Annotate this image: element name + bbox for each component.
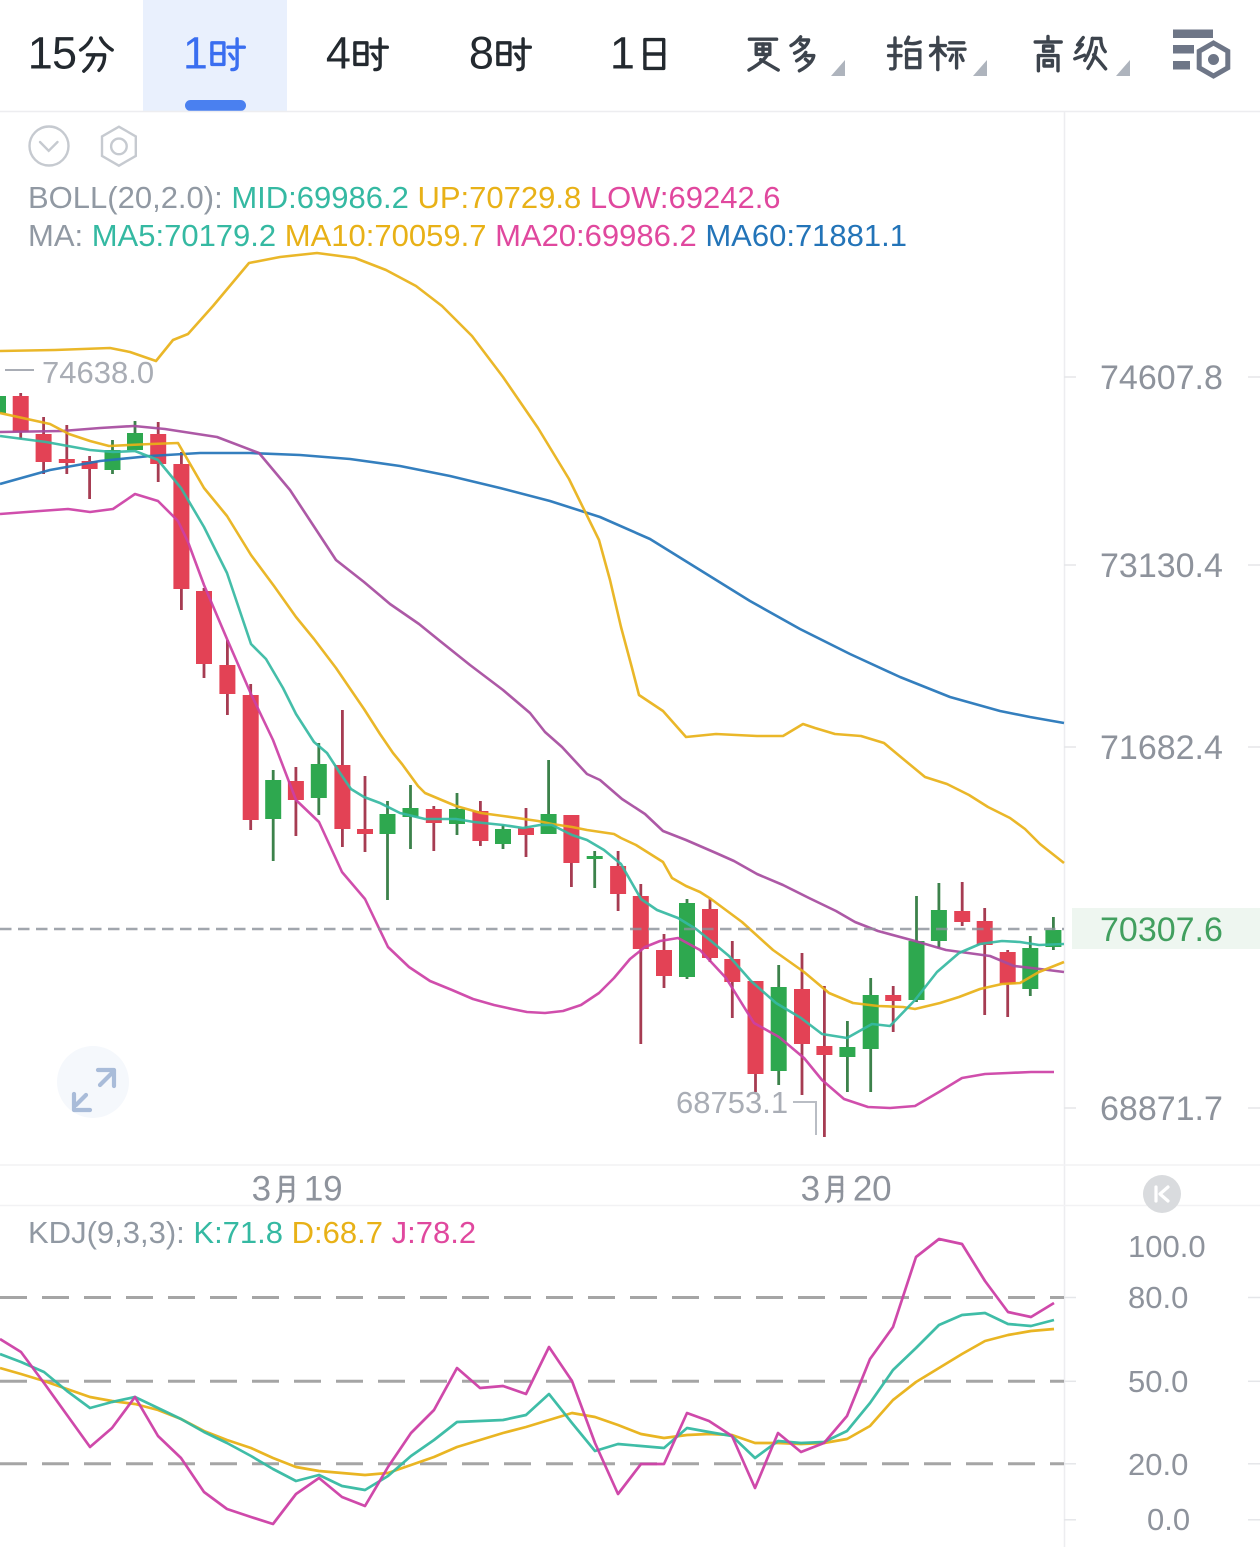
- svg-text:KDJ(9,3,3): K:71.8 D:68.7 J:78: KDJ(9,3,3): K:71.8 D:68.7 J:78.2: [28, 1215, 476, 1250]
- svg-text:70307.6: 70307.6: [1100, 911, 1223, 949]
- svg-text:1: 1: [183, 27, 208, 78]
- svg-text:68871.7: 68871.7: [1100, 1090, 1223, 1128]
- svg-text:0: 0: [872, 1170, 891, 1209]
- svg-text:9: 9: [323, 1170, 342, 1209]
- svg-text:74638.0: 74638.0: [42, 355, 154, 390]
- svg-text:68753.1: 68753.1: [676, 1085, 788, 1120]
- svg-text:3: 3: [801, 1170, 820, 1209]
- svg-text:80.0: 80.0: [1128, 1280, 1188, 1315]
- svg-text:MA: MA5:70179.2 MA10:70059.7 M: MA: MA5:70179.2 MA10:70059.7 MA20:69986.…: [28, 218, 907, 253]
- svg-text:3: 3: [252, 1170, 271, 1209]
- svg-text:20.0: 20.0: [1128, 1447, 1188, 1482]
- svg-text:73130.4: 73130.4: [1100, 547, 1223, 585]
- svg-text:74607.8: 74607.8: [1100, 359, 1223, 397]
- svg-text:50.0: 50.0: [1128, 1364, 1188, 1399]
- svg-text:1: 1: [610, 27, 635, 78]
- svg-text:1: 1: [28, 27, 53, 78]
- svg-text:2: 2: [853, 1170, 872, 1209]
- svg-text:8: 8: [469, 27, 494, 78]
- svg-text:4: 4: [326, 27, 351, 78]
- svg-text:71682.4: 71682.4: [1100, 729, 1223, 767]
- svg-text:0.0: 0.0: [1147, 1502, 1190, 1537]
- svg-text:100.0: 100.0: [1128, 1229, 1206, 1264]
- svg-text:1: 1: [304, 1170, 323, 1209]
- svg-text:5: 5: [52, 27, 77, 78]
- svg-text:BOLL(20,2.0): MID:69986.2 UP:7: BOLL(20,2.0): MID:69986.2 UP:70729.8 LOW…: [28, 180, 781, 215]
